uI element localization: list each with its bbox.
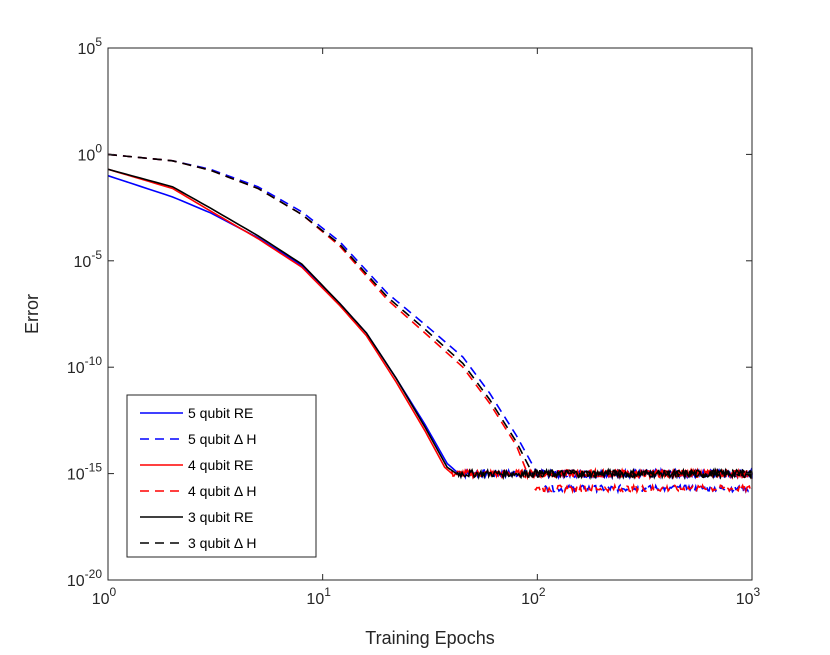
series-line-4-lower-band (534, 482, 753, 495)
x-tick-label: 101 (306, 585, 331, 608)
series-line-6 (107, 153, 753, 480)
legend-label-1: 5 qubit RE (188, 405, 253, 421)
y-tick-label: 100 (78, 141, 103, 164)
legend-label-6: 3 qubit Δ H (188, 535, 257, 551)
x-tick-label: 100 (92, 585, 117, 608)
ticks-layer: 100 101 102 103 105 100 10-5 10-10 10-15 10-20 (67, 35, 761, 608)
legend-box (126, 394, 317, 558)
y-tick-label: 105 (78, 35, 103, 58)
legend-label-3: 4 qubit RE (188, 457, 253, 473)
y-tick-label: 10-5 (74, 248, 103, 271)
legend: 5 qubit RE 5 qubit Δ H 4 qubit RE 4 qubit Δ… (126, 394, 317, 558)
y-tick-label: 10-10 (67, 354, 102, 377)
legend-label-5: 3 qubit RE (188, 509, 253, 525)
x-tick-label: 103 (736, 585, 761, 608)
series-layer (107, 153, 753, 495)
y-axis-title: Error (22, 294, 42, 334)
series-line-2-lower-band (544, 482, 753, 495)
plot-frame (107, 47, 753, 581)
y-tick-label: 10-20 (67, 567, 102, 590)
legend-label-2: 5 qubit Δ H (188, 431, 257, 447)
y-tick-label: 10-15 (67, 461, 102, 484)
x-axis-title: Training Epochs (365, 628, 494, 648)
x-tick-label: 102 (521, 585, 546, 608)
legend-label-4: 4 qubit Δ H (188, 483, 257, 499)
